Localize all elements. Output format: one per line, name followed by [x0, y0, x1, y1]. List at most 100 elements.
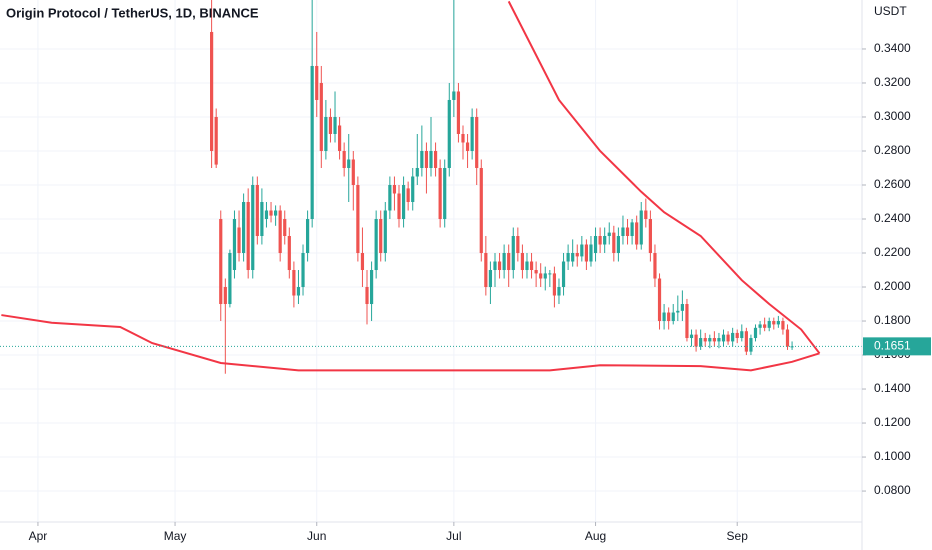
candle-body	[406, 188, 410, 202]
chart-title: Origin Protocol / TetherUS, 1D, BINANCE	[6, 5, 259, 20]
candle-body	[461, 133, 465, 143]
candle-body	[772, 321, 776, 325]
x-tick-label: Apr	[29, 529, 48, 543]
candle-body	[717, 338, 721, 342]
candle-body	[644, 210, 648, 220]
candle-body	[497, 261, 502, 271]
candle-body	[287, 236, 291, 271]
candle-body	[296, 287, 301, 296]
y-axis-label: USDT	[874, 4, 907, 18]
candle-body	[539, 273, 543, 279]
candle-body	[283, 219, 287, 237]
candle-body	[566, 253, 570, 262]
candle-body	[443, 167, 447, 220]
candle-body	[767, 321, 771, 328]
candle-body	[676, 310, 680, 313]
candle-body	[561, 261, 566, 288]
candle-body	[763, 324, 767, 328]
candle-body	[278, 210, 282, 254]
candle-body	[744, 331, 748, 352]
y-tick-label: 0.2200	[874, 245, 911, 259]
y-tick-label: 0.0800	[874, 483, 911, 497]
candle-body	[520, 253, 525, 271]
candle-body	[411, 176, 415, 202]
candle-body	[210, 31, 214, 151]
candle-body	[584, 244, 588, 262]
candle-body	[274, 210, 278, 216]
candle-body	[616, 236, 620, 254]
candle-body	[456, 91, 461, 134]
x-tick-label: Aug	[585, 529, 606, 543]
candle-body	[671, 312, 675, 322]
candle-body	[237, 227, 241, 254]
candle-body	[351, 159, 355, 185]
candle-body	[452, 91, 456, 100]
candle-body	[612, 232, 616, 254]
candle-body	[479, 167, 483, 254]
candle-body	[374, 219, 378, 271]
candle-body	[401, 184, 406, 220]
candle-body	[703, 338, 707, 342]
y-tick-label: 0.3200	[874, 75, 911, 89]
y-tick-label: 0.1200	[874, 415, 911, 429]
y-tick-label: 0.2000	[874, 279, 911, 293]
candle-body	[219, 219, 223, 305]
candle-body	[557, 287, 561, 296]
candle-body	[735, 332, 739, 339]
candle-body	[232, 219, 237, 271]
candle-body	[337, 125, 342, 151]
plot	[0, 0, 862, 374]
candle-body	[433, 150, 438, 168]
y-tick-label: 0.2800	[874, 143, 911, 157]
candle-body	[680, 304, 684, 311]
candle-body	[465, 142, 470, 151]
candle-body	[488, 270, 493, 288]
candle-body	[529, 261, 534, 271]
candle-body	[740, 331, 744, 339]
candle-body	[653, 253, 657, 279]
candle-body	[328, 116, 333, 134]
candle-body	[388, 184, 392, 211]
candle-body	[699, 338, 703, 347]
candle-body	[356, 184, 360, 254]
candle-body	[507, 253, 511, 271]
candle-body	[689, 334, 694, 339]
candle-body	[246, 201, 250, 271]
candle-body	[260, 201, 264, 237]
candle-body	[310, 65, 314, 220]
candle-body	[749, 338, 753, 352]
indicator-line	[1, 314, 820, 372]
candle-body	[525, 261, 529, 271]
candle-body	[305, 219, 310, 254]
candle-body	[251, 184, 255, 271]
candle-body	[369, 270, 374, 305]
candle-body	[301, 253, 305, 288]
y-tick-label: 0.1400	[874, 381, 911, 395]
candle-body	[379, 219, 383, 254]
candle-body	[694, 334, 698, 347]
candle-body	[214, 116, 218, 165]
candle-body	[781, 321, 785, 330]
candle-body	[269, 210, 273, 216]
y-tick-label: 0.1800	[874, 313, 911, 327]
candle-body	[342, 150, 346, 168]
candle-body	[392, 184, 397, 194]
candle-body	[264, 210, 269, 220]
candle-body	[552, 273, 557, 296]
candle-body	[662, 312, 666, 322]
last-price-label: 0.1651	[874, 339, 911, 353]
candle-body	[708, 338, 712, 342]
candle-body	[598, 236, 602, 245]
candle-body	[429, 150, 433, 168]
candle-body	[470, 116, 474, 151]
y-tick-label: 0.3400	[874, 41, 911, 55]
candle-body	[589, 244, 593, 262]
candle-body	[726, 334, 730, 342]
candle-body	[543, 273, 547, 279]
candle-body	[548, 273, 552, 275]
candle-body	[571, 253, 575, 262]
x-tick-label: Sep	[727, 529, 749, 543]
candle-body	[516, 236, 520, 254]
